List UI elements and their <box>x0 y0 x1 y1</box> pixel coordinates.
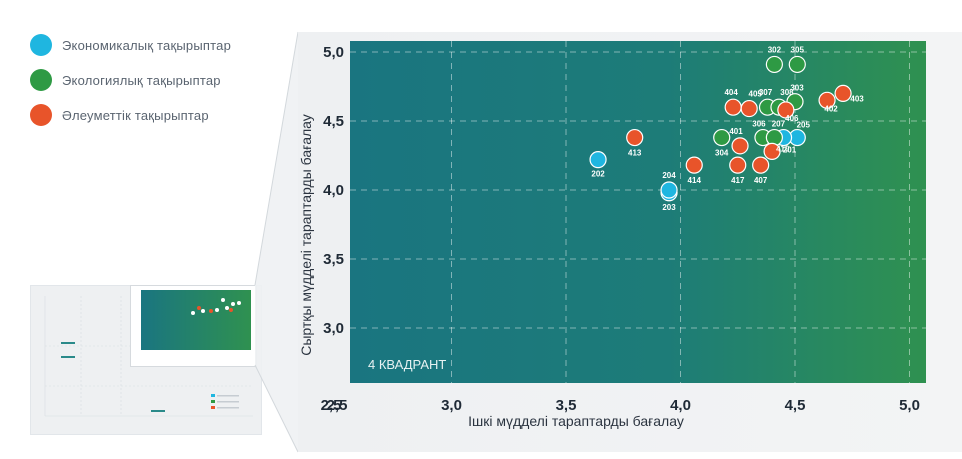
legend-label-economic: Экономикалық тақырыптар <box>62 37 231 53</box>
x-axis-label: Ішкі мүдделі тараптарды бағалау <box>468 413 684 429</box>
point-label-414: 414 <box>688 176 702 185</box>
x-tick-label: 4,0 <box>670 397 691 414</box>
point-label-305: 305 <box>791 45 805 54</box>
data-point-204 <box>660 181 678 199</box>
point-label-205: 205 <box>797 121 811 130</box>
legend-item-ecological: Экологиялық тақырыптар <box>30 65 231 95</box>
legend-label-social: Әлеуметтік тақырыптар <box>62 107 209 123</box>
origin-tick-label: 2,5 <box>321 397 342 414</box>
thumbnail-zoom <box>130 285 257 367</box>
data-point-405 <box>740 99 758 118</box>
point-label-207: 207 <box>772 120 786 129</box>
x-tick-label: 3,0 <box>441 397 462 414</box>
data-point-202 <box>589 151 607 169</box>
data-point-413 <box>626 128 644 147</box>
point-label-203: 203 <box>662 203 676 212</box>
point-label-303: 303 <box>790 84 804 93</box>
legend-label-ecological: Экологиялық тақырыптар <box>62 72 221 88</box>
data-point-414 <box>685 156 703 174</box>
legend: Экономикалық тақырыптар Экологиялық тақы… <box>30 30 231 135</box>
grid <box>350 41 926 383</box>
data-point-403 <box>834 84 852 103</box>
x-tick-label: 5,0 <box>899 397 920 414</box>
point-label-403: 403 <box>850 94 864 103</box>
data-point-407 <box>752 156 770 174</box>
point-label-401: 401 <box>729 127 743 136</box>
point-label-405: 405 <box>749 90 763 99</box>
y-tick-labels: 5,0 4,5 4,0 3,5 3,0 2,5 <box>321 44 344 414</box>
point-label-202: 202 <box>591 170 605 179</box>
legend-item-economic: Экономикалық тақырыптар <box>30 30 231 60</box>
x-tick-labels: 2,5 3,0 3,5 4,0 4,5 5,0 <box>327 397 920 414</box>
point-label-417: 417 <box>731 176 745 185</box>
point-label-306: 306 <box>752 120 766 129</box>
y-tick-label: 5,0 <box>323 44 344 61</box>
x-tick-label: 4,5 <box>785 397 806 414</box>
legend-dot-economic <box>30 34 52 56</box>
point-label-410: 410 <box>776 144 790 153</box>
y-tick-label: 3,5 <box>323 251 344 268</box>
data-point-305 <box>788 55 806 74</box>
point-label-302: 302 <box>768 45 782 54</box>
y-tick-label: 4,0 <box>323 182 344 199</box>
legend-dot-ecological <box>30 69 52 91</box>
point-label-307: 307 <box>759 88 773 97</box>
point-label-407: 407 <box>754 176 768 185</box>
legend-item-social: Әлеуметтік тақырыптар <box>30 100 231 130</box>
data-point-402 <box>818 91 836 109</box>
point-label-402: 402 <box>824 104 838 113</box>
thumbnail-zoom-drawing <box>141 290 251 350</box>
y-tick-label: 3,0 <box>323 320 344 337</box>
x-tick-label: 3,5 <box>556 397 577 414</box>
quadrant-label: 4 КВАДРАНТ <box>368 357 446 372</box>
point-label-308: 308 <box>780 88 794 97</box>
point-label-413: 413 <box>628 149 642 158</box>
data-point-302 <box>765 55 783 74</box>
data-point-417 <box>729 156 747 174</box>
data-point-404 <box>724 98 742 116</box>
y-axis-label: Сыртқы мүдделі тараптарды бағалау <box>298 114 314 356</box>
point-label-204: 204 <box>662 171 676 180</box>
x-tick-label: 2,5 <box>327 397 348 414</box>
data-point-406 <box>777 101 795 119</box>
point-label-201: 201 <box>783 146 797 155</box>
data-point-304 <box>713 128 731 147</box>
legend-dot-social <box>30 104 52 126</box>
point-label-304: 304 <box>715 149 729 158</box>
y-tick-label: 4,5 <box>323 113 344 130</box>
point-label-406: 406 <box>785 114 799 123</box>
data-point-401 <box>731 137 749 155</box>
point-label-404: 404 <box>724 88 738 97</box>
data-point-410 <box>763 142 781 160</box>
